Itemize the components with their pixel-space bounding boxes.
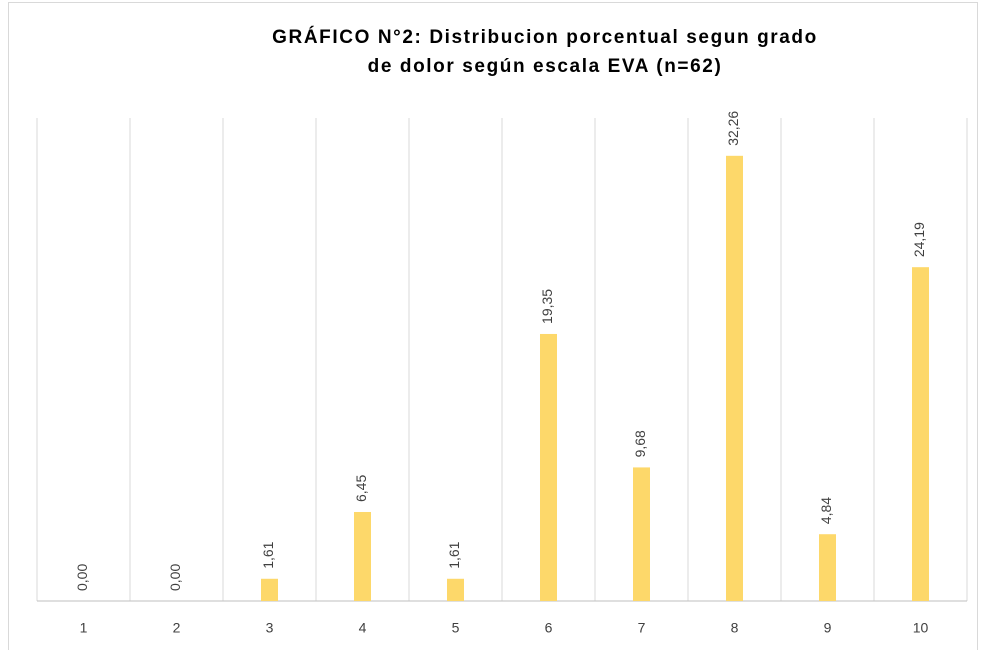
chart-frame [8,2,978,650]
data-label: 9,68 [632,430,648,457]
data-label: 32,26 [725,111,741,146]
data-label: 1,61 [446,541,462,568]
data-label: 0,00 [167,564,183,591]
chart-title: de dolor según escala EVA (n=62) [368,56,723,77]
x-tick-label: 4 [359,620,367,636]
bar [726,155,743,601]
data-label: 19,35 [539,289,555,324]
x-tick-label: 6 [545,620,553,636]
data-label: 24,19 [911,222,927,257]
x-tick-label: 8 [731,620,739,636]
data-label: 4,84 [818,497,834,524]
x-tick-label: 10 [913,620,929,636]
bar [540,333,557,601]
bar [261,578,278,601]
x-tick-label: 5 [452,620,460,636]
bar [633,467,650,601]
x-tick-label: 2 [173,620,181,636]
x-tick-label: 7 [638,620,646,636]
data-label: 0,00 [74,564,90,591]
bar [447,578,464,601]
bar [354,511,371,601]
data-label: 6,45 [353,475,369,502]
x-tick-label: 1 [80,620,88,636]
bar [912,267,929,601]
x-tick-label: 9 [824,620,832,636]
bar [819,534,836,601]
data-label: 1,61 [260,541,276,568]
x-tick-label: 3 [266,620,274,636]
chart-title: GRÁFICO N°2: Distribucion porcentual seg… [272,26,818,48]
